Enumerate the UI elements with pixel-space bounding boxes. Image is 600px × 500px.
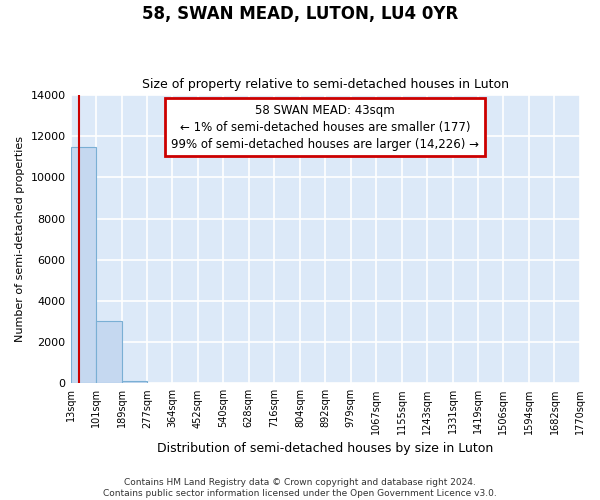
Bar — [122, 380, 147, 384]
Text: Contains HM Land Registry data © Crown copyright and database right 2024.
Contai: Contains HM Land Registry data © Crown c… — [103, 478, 497, 498]
Title: Size of property relative to semi-detached houses in Luton: Size of property relative to semi-detach… — [142, 78, 509, 91]
Bar — [71, 148, 96, 384]
Text: 58 SWAN MEAD: 43sqm
← 1% of semi-detached houses are smaller (177)
99% of semi-d: 58 SWAN MEAD: 43sqm ← 1% of semi-detache… — [171, 104, 479, 150]
Y-axis label: Number of semi-detached properties: Number of semi-detached properties — [15, 136, 25, 342]
Bar — [96, 321, 122, 384]
X-axis label: Distribution of semi-detached houses by size in Luton: Distribution of semi-detached houses by … — [157, 442, 493, 455]
Text: 58, SWAN MEAD, LUTON, LU4 0YR: 58, SWAN MEAD, LUTON, LU4 0YR — [142, 5, 458, 23]
